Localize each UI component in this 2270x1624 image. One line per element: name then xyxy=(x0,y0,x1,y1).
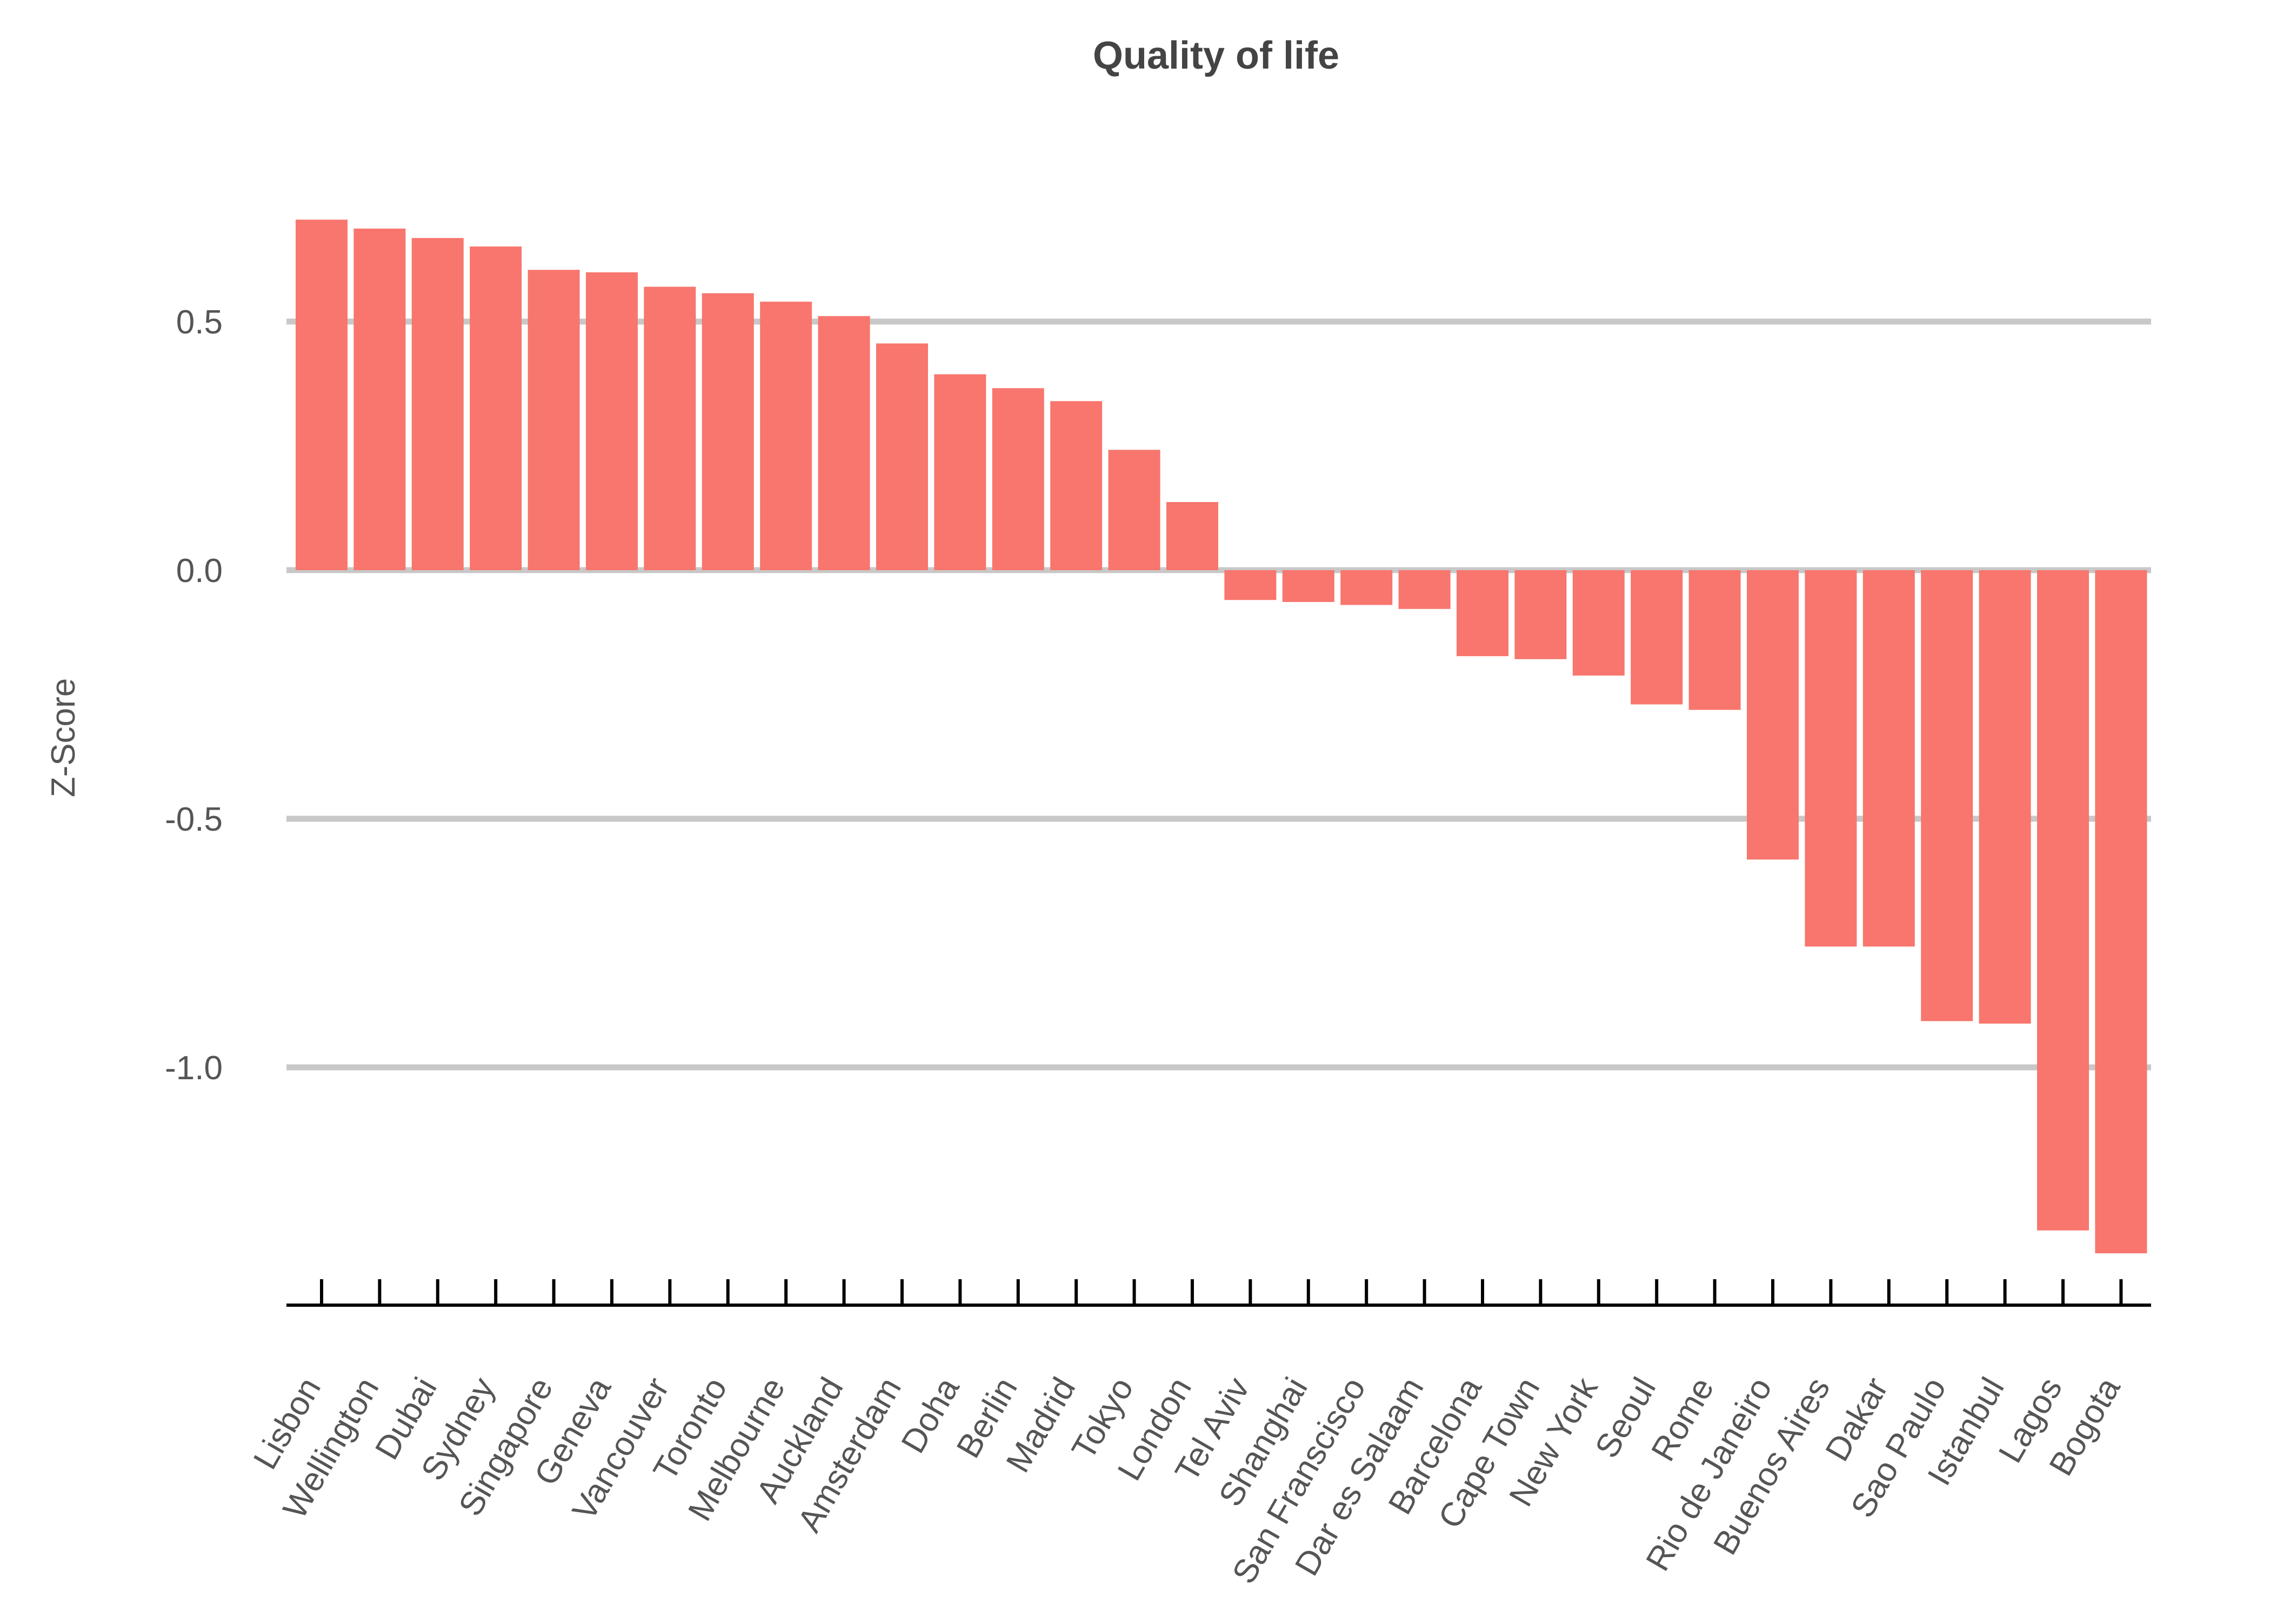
bar xyxy=(1862,570,1915,947)
bar xyxy=(1457,570,1508,657)
bar xyxy=(1688,570,1741,710)
bar xyxy=(1166,502,1218,570)
bar xyxy=(353,228,406,571)
bar xyxy=(1572,570,1625,676)
bar xyxy=(1398,570,1451,609)
y-axis-label: Z-Score xyxy=(45,678,82,797)
bar xyxy=(934,374,986,570)
bars xyxy=(296,219,2147,1254)
bar xyxy=(296,219,348,570)
y-tick-label: -1.0 xyxy=(165,1050,223,1087)
bar xyxy=(1514,570,1567,659)
bar xyxy=(1050,401,1103,570)
bar xyxy=(586,272,638,570)
y-tick-label: 0.0 xyxy=(176,552,223,590)
bar xyxy=(644,286,696,570)
bar xyxy=(760,302,812,570)
bar xyxy=(470,246,522,571)
bar xyxy=(1108,450,1160,570)
bar xyxy=(1282,570,1334,602)
x-axis: LisbonWellingtonDubaiSydneySingaporeGene… xyxy=(246,1279,2151,1590)
y-axis-ticks: 0.5 0.0 -0.5 -1.0 xyxy=(165,304,223,1087)
bar xyxy=(1747,570,1799,860)
bar xyxy=(2037,570,2089,1231)
bar xyxy=(1224,570,1277,600)
bar xyxy=(818,316,870,570)
bar xyxy=(411,238,464,570)
bar xyxy=(2095,570,2147,1254)
y-tick-label: -0.5 xyxy=(165,801,223,838)
y-tick-label: 0.5 xyxy=(176,304,223,341)
bar xyxy=(1631,570,1683,705)
bar xyxy=(1921,570,1973,1021)
bar xyxy=(1340,570,1393,605)
bar xyxy=(876,343,928,570)
bar xyxy=(1979,570,2031,1024)
bar xyxy=(1805,570,1857,947)
bar xyxy=(702,293,754,570)
bar xyxy=(992,388,1044,570)
bar xyxy=(528,270,580,570)
chart-title: Quality of life xyxy=(1093,34,1339,77)
